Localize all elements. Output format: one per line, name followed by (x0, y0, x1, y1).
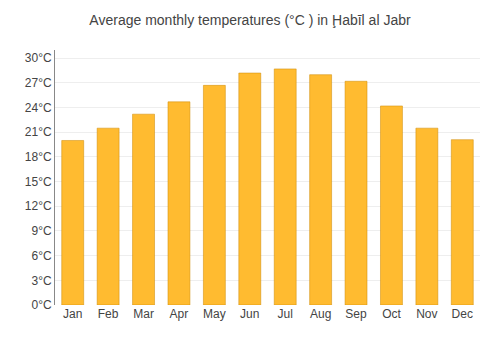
svg-text:Sep: Sep (345, 307, 367, 321)
svg-text:Nov: Nov (416, 307, 437, 321)
svg-text:Jun: Jun (240, 307, 259, 321)
svg-text:15°C: 15°C (25, 175, 52, 189)
svg-text:6°C: 6°C (31, 249, 51, 263)
svg-text:24°C: 24°C (25, 101, 52, 115)
svg-text:Jul: Jul (278, 307, 293, 321)
svg-text:Average monthly temperatures (: Average monthly temperatures (°C ) in Ḩa… (89, 12, 411, 28)
svg-text:Feb: Feb (98, 307, 119, 321)
svg-text:Aug: Aug (310, 307, 331, 321)
svg-text:Apr: Apr (170, 307, 189, 321)
svg-text:30°C: 30°C (25, 51, 52, 65)
svg-text:18°C: 18°C (25, 150, 52, 164)
svg-text:May: May (203, 307, 226, 321)
svg-text:0°C: 0°C (31, 298, 51, 312)
svg-text:12°C: 12°C (25, 199, 52, 213)
svg-text:27°C: 27°C (25, 76, 52, 90)
svg-text:Dec: Dec (452, 307, 473, 321)
svg-text:Mar: Mar (133, 307, 154, 321)
svg-text:Jan: Jan (63, 307, 82, 321)
svg-text:3°C: 3°C (31, 274, 51, 288)
svg-text:9°C: 9°C (31, 224, 51, 238)
svg-text:21°C: 21°C (25, 125, 52, 139)
svg-text:Oct: Oct (382, 307, 401, 321)
